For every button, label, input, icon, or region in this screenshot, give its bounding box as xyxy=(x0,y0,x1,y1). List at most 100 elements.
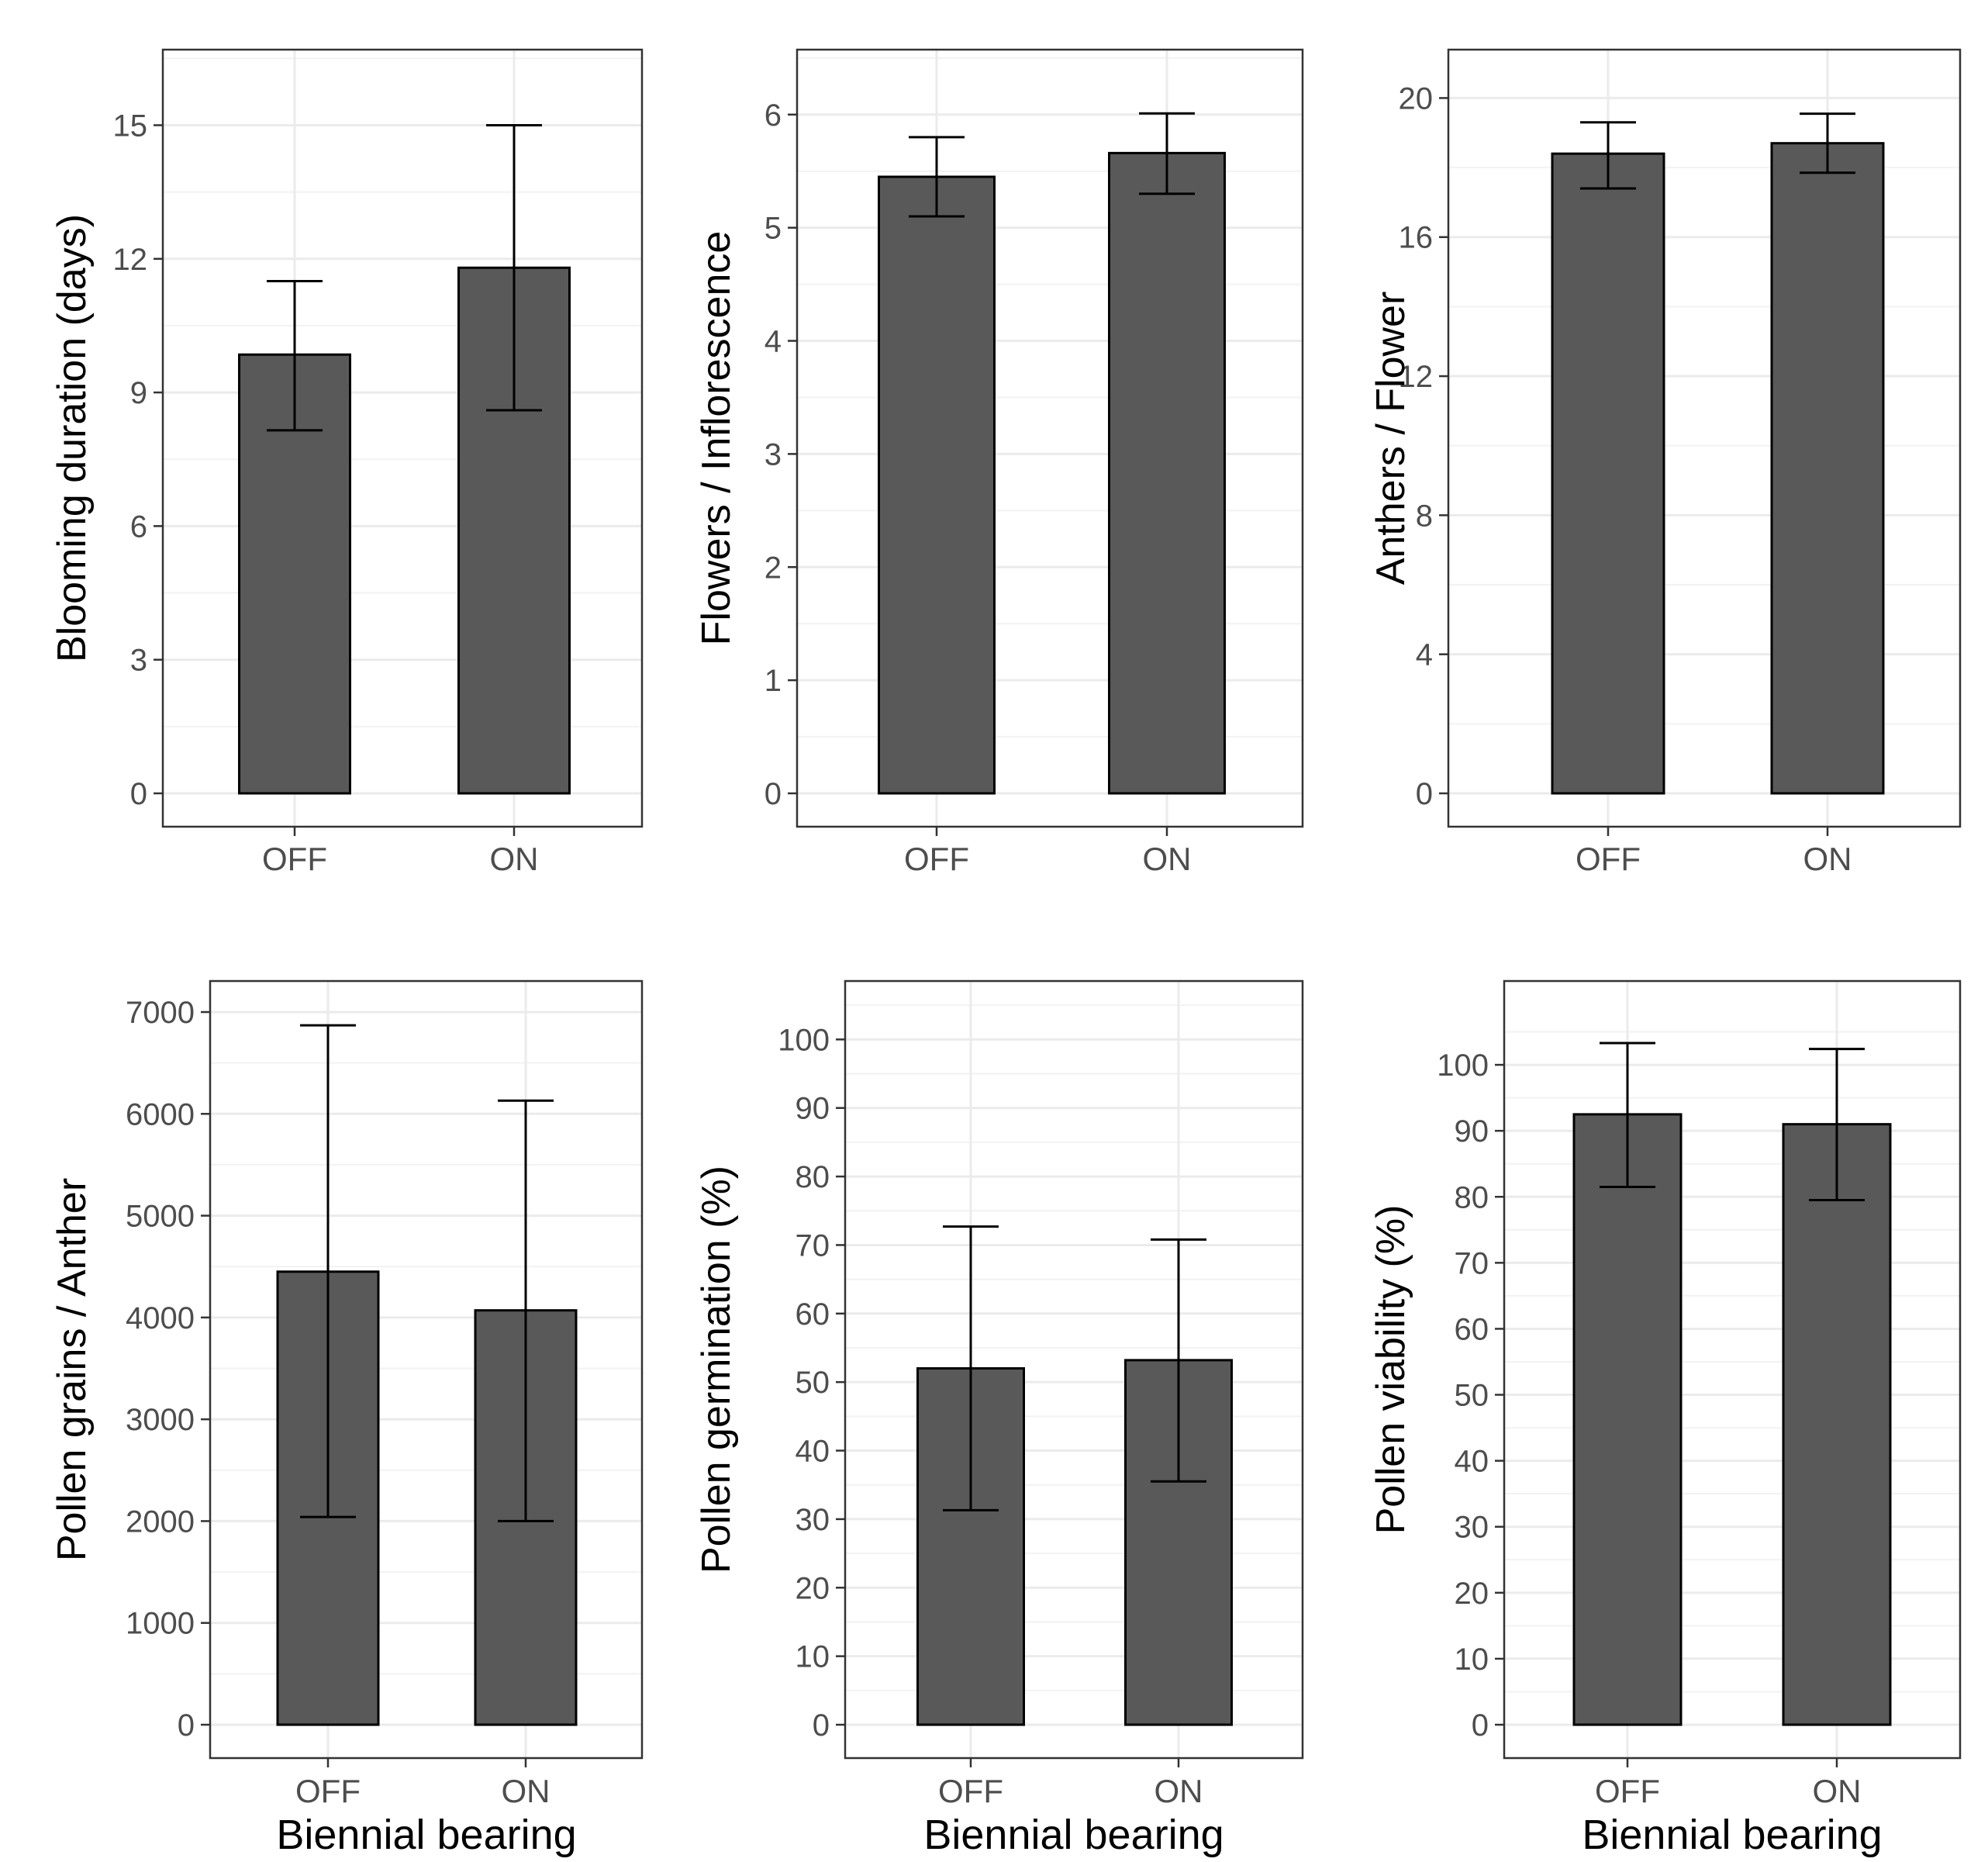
x-category-label: OFF xyxy=(295,1773,361,1809)
x-category-label: OFF xyxy=(262,841,327,877)
x-axis-title: Biennial bearing xyxy=(1582,1812,1882,1858)
plot-border xyxy=(161,48,644,828)
bar-off xyxy=(878,175,996,795)
chart-panel-5: 0 10 20 30 40 50 60 70 80 90 100 OFF ON Pollen germin… xyxy=(694,979,1304,1858)
y-axis-title: Anthers / Flower xyxy=(1368,292,1413,586)
y-tick-label: 0 xyxy=(764,777,782,811)
y-tick-label: 6 xyxy=(130,510,147,544)
y-tick-label: 4 xyxy=(764,325,782,359)
y-tick-label: 3 xyxy=(130,644,147,678)
x-category-label: ON xyxy=(502,1773,550,1809)
y-tick-label: 6000 xyxy=(126,1097,195,1131)
y-tick-label: 50 xyxy=(1455,1379,1489,1413)
error-bar-on xyxy=(1800,112,1855,174)
y-tick-label: 0 xyxy=(1472,1708,1489,1743)
error-bar-off xyxy=(1600,1042,1655,1188)
y-tick-label: 8 xyxy=(1416,499,1433,533)
chart-panel-3: 0 4 8 12 16 20 OFF ON Anthers / Flower xyxy=(1368,48,1962,877)
error-bar-on xyxy=(498,1099,554,1522)
chart-panel-4: 0 1000 2000 3000 4000 5000 6000 7000 OFF ON Pollen… xyxy=(50,979,644,1858)
y-tick-label: 2 xyxy=(764,551,782,585)
y-tick-label: 70 xyxy=(796,1228,830,1263)
plot-background xyxy=(845,981,1303,1758)
y-tick-label: 5 xyxy=(764,212,782,246)
y-tick-label: 10 xyxy=(796,1640,830,1674)
y-tick-label: 1000 xyxy=(126,1607,195,1641)
y-tick-label: 60 xyxy=(1455,1312,1489,1346)
y-tick-label: 100 xyxy=(778,1023,830,1057)
y-tick-label: 80 xyxy=(1455,1180,1489,1214)
error-bar-off xyxy=(1580,121,1636,190)
chart-panel-6: 0 10 20 30 40 50 60 70 80 90 100 OFF ON Pollen viabil… xyxy=(1368,979,1962,1858)
error-bar-off xyxy=(300,1024,356,1518)
x-category-label: ON xyxy=(1143,841,1192,877)
y-tick-label: 90 xyxy=(796,1092,830,1126)
x-category-label: ON xyxy=(1813,1773,1862,1809)
y-tick-label: 6 xyxy=(764,98,782,133)
plot-border xyxy=(844,979,1304,1760)
x-category-label: OFF xyxy=(904,841,969,877)
y-axis-title: Pollen germination (%) xyxy=(694,1166,739,1574)
y-tick-label: 2000 xyxy=(126,1504,195,1539)
y-tick-label: 7000 xyxy=(126,996,195,1030)
y-tick-label: 12 xyxy=(1399,360,1434,394)
y-tick-label: 70 xyxy=(1455,1246,1489,1280)
plot-background xyxy=(797,50,1303,827)
y-tick-label: 4000 xyxy=(126,1301,195,1335)
error-bar-on xyxy=(1809,1048,1865,1202)
error-bar-on xyxy=(1151,1238,1206,1483)
y-tick-label: 50 xyxy=(796,1366,830,1400)
y-tick-label: 20 xyxy=(1455,1577,1489,1611)
y-tick-label: 80 xyxy=(796,1160,830,1194)
error-bar-on xyxy=(486,123,542,412)
y-tick-label: 15 xyxy=(113,109,148,143)
y-tick-label: 20 xyxy=(1399,81,1434,116)
y-tick-label: 3000 xyxy=(126,1403,195,1437)
x-category-label: OFF xyxy=(1576,841,1641,877)
y-tick-label: 0 xyxy=(130,777,147,811)
y-tick-label: 9 xyxy=(130,376,147,410)
error-bar-off xyxy=(943,1225,999,1511)
y-tick-label: 90 xyxy=(1455,1114,1489,1149)
y-tick-label: 30 xyxy=(1455,1511,1489,1545)
x-category-label: ON xyxy=(1154,1773,1203,1809)
bar-off xyxy=(1572,1113,1683,1726)
y-axis-title: Pollen grains / Anther xyxy=(50,1178,95,1561)
bar-on xyxy=(1782,1123,1892,1726)
y-axis-title: Blooming duration (days) xyxy=(50,214,95,662)
y-tick-label: 30 xyxy=(796,1503,830,1537)
bar-on xyxy=(1108,151,1226,795)
x-axis-title: Biennial bearing xyxy=(276,1812,576,1858)
y-axis-title: Flowers / Inflorescence xyxy=(694,231,739,646)
plot-border xyxy=(796,48,1304,828)
y-tick-label: 0 xyxy=(813,1708,830,1743)
y-axis-title: Pollen viability (%) xyxy=(1368,1205,1413,1535)
chart-panel-2: 0 1 2 3 4 5 6 OFF ON Flowers / Inflorescence xyxy=(694,48,1304,877)
error-bar-on xyxy=(1139,112,1195,195)
x-category-label: OFF xyxy=(938,1773,1003,1809)
y-tick-label: 0 xyxy=(178,1708,195,1743)
y-tick-label: 0 xyxy=(1416,777,1433,811)
y-tick-label: 3 xyxy=(764,437,782,472)
plot-border xyxy=(1503,979,1962,1760)
bar-on xyxy=(1770,142,1885,795)
error-bar-off xyxy=(267,279,323,432)
y-tick-label: 4 xyxy=(1416,638,1433,672)
x-category-label: ON xyxy=(490,841,539,877)
y-tick-label: 60 xyxy=(796,1297,830,1332)
y-tick-label: 10 xyxy=(1455,1643,1489,1677)
chart-panel-1: 0 3 6 9 12 15 OFF ON Blooming duration (days) xyxy=(50,48,644,877)
y-tick-label: 1 xyxy=(764,664,782,698)
y-tick-label: 5000 xyxy=(126,1200,195,1234)
bar-off xyxy=(1551,152,1665,795)
x-axis-title: Biennial bearing xyxy=(923,1812,1224,1858)
error-bar-off xyxy=(909,136,965,218)
x-category-label: ON xyxy=(1803,841,1852,877)
y-tick-label: 16 xyxy=(1399,221,1434,255)
y-tick-label: 40 xyxy=(796,1435,830,1469)
plot-border xyxy=(209,979,644,1760)
y-tick-label: 40 xyxy=(1455,1445,1489,1479)
y-tick-label: 20 xyxy=(796,1571,830,1605)
plot-border xyxy=(1447,48,1962,828)
